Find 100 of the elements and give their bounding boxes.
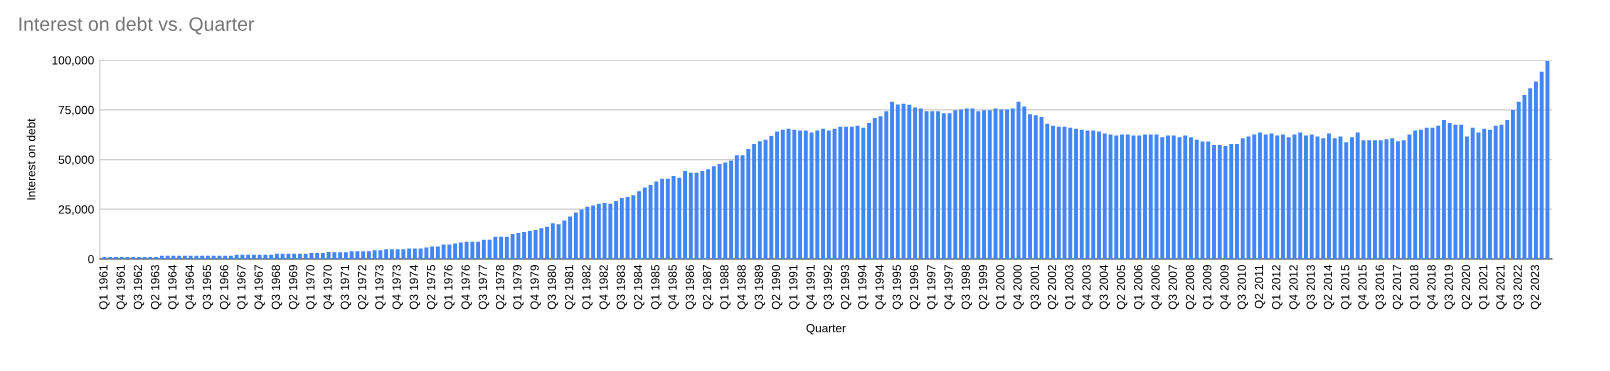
- bar: [1079, 129, 1084, 259]
- bar: [1505, 119, 1510, 259]
- bar: [959, 109, 963, 259]
- x-tick-label: Q2 1990: [771, 264, 783, 310]
- x-tick-label: Q2 1996: [909, 265, 921, 310]
- bar: [1378, 140, 1383, 259]
- x-tick-label: Q3 2019: [1444, 265, 1455, 310]
- bar: [1332, 138, 1337, 259]
- bar: [1212, 145, 1216, 259]
- x-tick-label: Q1 1976: [444, 265, 455, 310]
- bar: [1436, 125, 1441, 259]
- x-tick-label: Q3 1980: [547, 264, 559, 310]
- bar: [1528, 88, 1533, 259]
- x-tick-label: Q3 2013: [1306, 265, 1318, 310]
- x-tick-label: Q4 2009: [1220, 265, 1231, 310]
- bar: [982, 110, 986, 259]
- x-tick-label: Q4 1976: [461, 265, 472, 310]
- bar: [918, 108, 923, 259]
- x-tick-label: Q4 1967: [254, 265, 265, 310]
- bar: [1217, 145, 1222, 259]
- x-tick-label: Q1 1985: [651, 265, 662, 310]
- bar: [573, 212, 578, 259]
- bar: [798, 130, 803, 259]
- bar: [1281, 134, 1285, 259]
- bar: [177, 255, 182, 259]
- bar: [1286, 137, 1291, 259]
- bar: [642, 187, 647, 259]
- bar: [228, 255, 233, 259]
- x-tick-label: Q1 1991: [789, 265, 800, 310]
- bar: [504, 236, 509, 259]
- x-tick-label: Q4 1979: [530, 265, 541, 310]
- bar: [1120, 134, 1124, 259]
- bar: [591, 205, 596, 259]
- x-tick-label: Q4 1982: [599, 265, 610, 310]
- bar: [1114, 135, 1119, 259]
- x-tick-label: Q1 2012: [1272, 265, 1283, 310]
- bar: [499, 236, 504, 259]
- bar: [1344, 142, 1349, 259]
- x-tick-label: Q1 1997: [927, 265, 938, 310]
- bar: [1028, 114, 1032, 259]
- bar: [1235, 144, 1239, 259]
- x-tick-label: Q4 2021: [1496, 265, 1507, 310]
- bar: [660, 178, 665, 259]
- x-tick-label: Q2 2017: [1392, 265, 1404, 310]
- bar: [1401, 140, 1406, 259]
- bar: [1171, 135, 1176, 259]
- bar: [389, 249, 394, 259]
- bar: [849, 126, 854, 259]
- bar: [706, 169, 711, 259]
- bar: [1482, 128, 1487, 259]
- bar: [384, 249, 389, 259]
- bar: [430, 246, 435, 259]
- x-axis-title: Quarter: [806, 324, 846, 335]
- x-tick-label: Q3 1971: [340, 265, 352, 310]
- bar: [1533, 81, 1538, 259]
- bar: [1005, 109, 1009, 259]
- bar: [1424, 127, 1429, 259]
- x-tick-label: Q4 2006: [1151, 265, 1162, 310]
- x-tick-label: Q3 1992: [823, 265, 835, 310]
- bar: [435, 246, 440, 259]
- bar: [361, 251, 366, 259]
- bar: [1327, 133, 1331, 259]
- bar: [200, 255, 205, 259]
- bar: [637, 191, 642, 259]
- x-tick-label: Q2 1999: [978, 265, 990, 310]
- bar: [976, 111, 981, 259]
- bar: [941, 113, 946, 259]
- x-tick-label: Q4 1973: [392, 265, 403, 310]
- x-tick-label: Q3 1968: [271, 265, 283, 310]
- bar: [1413, 130, 1418, 259]
- y-tick-label: 75,000: [58, 105, 94, 116]
- bar: [936, 111, 940, 259]
- x-tick-label: Q1 2003: [1065, 265, 1076, 310]
- x-tick-label: Q1 2018: [1410, 265, 1421, 310]
- bar: [999, 109, 1004, 259]
- x-tick-label: Q2 1963: [150, 265, 162, 310]
- x-tick-label: Q1 2009: [1203, 265, 1214, 310]
- bar: [223, 255, 228, 259]
- x-tick-label: Q2 1966: [219, 265, 231, 310]
- x-tick-label: Q3 2001: [1030, 265, 1042, 310]
- bar: [1396, 141, 1400, 259]
- x-tick-label: Q1 1982: [582, 265, 593, 310]
- bar: [987, 110, 992, 259]
- bar: [1367, 140, 1372, 259]
- bar: [1010, 108, 1015, 259]
- bar: [1488, 129, 1492, 259]
- x-tick-label: Q3 1962: [133, 265, 145, 310]
- bar: [872, 117, 877, 259]
- x-tick-label: Q1 2000: [996, 264, 1007, 310]
- bar: [803, 130, 808, 259]
- bar: [895, 104, 900, 259]
- chart-title: Interest on debt vs. Quarter: [19, 16, 255, 35]
- bar: [251, 254, 256, 259]
- bar: [1022, 106, 1027, 259]
- x-tick-label: Q1 1964: [168, 264, 179, 310]
- bar: [1390, 138, 1395, 259]
- bar: [320, 252, 325, 259]
- bar: [1419, 129, 1423, 259]
- x-tick-label: Q3 1995: [892, 265, 904, 310]
- bar: [844, 126, 849, 259]
